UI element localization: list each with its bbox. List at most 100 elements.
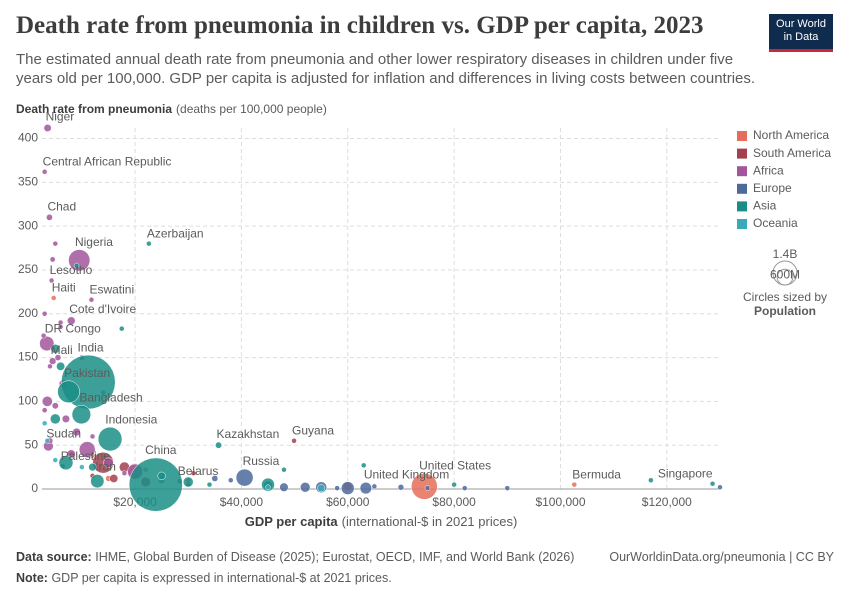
source: Data source: IHME, Global Burden of Dise… bbox=[16, 547, 834, 568]
point-label: Indonesia bbox=[105, 412, 157, 426]
legend-item[interactable]: Oceania bbox=[737, 216, 798, 230]
point bbox=[334, 485, 340, 491]
point bbox=[340, 481, 355, 495]
logo-line: in Data bbox=[783, 31, 819, 43]
point bbox=[79, 464, 85, 470]
legend-swatch bbox=[737, 166, 747, 177]
y-tick-label: 100 bbox=[18, 394, 38, 408]
legend-item[interactable]: South America bbox=[737, 146, 831, 160]
legend-swatch bbox=[737, 219, 747, 229]
legend: North America South America Africa Europe As… bbox=[737, 128, 831, 318]
point-label: China bbox=[145, 443, 177, 457]
point bbox=[648, 477, 654, 483]
point bbox=[504, 485, 511, 491]
point-label: India bbox=[77, 340, 103, 354]
point bbox=[57, 380, 80, 404]
legend-label: Asia bbox=[753, 199, 777, 213]
point bbox=[46, 214, 53, 221]
point bbox=[51, 402, 59, 410]
point-labels: Haiti United States Bermuda Guyana Niger Cent… bbox=[43, 109, 713, 481]
y-tick-label: 250 bbox=[18, 262, 38, 276]
point bbox=[571, 481, 578, 488]
point bbox=[90, 474, 105, 489]
point bbox=[182, 476, 194, 488]
point bbox=[215, 441, 222, 449]
point bbox=[360, 462, 367, 469]
source-text: IHME, Global Burden of Disease (2025); E… bbox=[95, 550, 575, 564]
point bbox=[411, 473, 438, 500]
point bbox=[291, 438, 297, 444]
point bbox=[50, 413, 61, 425]
point-label: Eswatini bbox=[89, 282, 134, 296]
legend-item[interactable]: Europe bbox=[737, 181, 792, 195]
point bbox=[44, 438, 51, 444]
point bbox=[47, 363, 53, 370]
point-label: DR Congo bbox=[45, 321, 101, 335]
point bbox=[58, 455, 74, 471]
point bbox=[228, 477, 234, 483]
point-label: Nigeria bbox=[75, 235, 113, 249]
x-tick-label: $80,000 bbox=[432, 495, 476, 509]
y-tick-label: 200 bbox=[18, 306, 38, 320]
x-axis-title: GDP per capita bbox=[245, 514, 339, 529]
point bbox=[49, 256, 56, 263]
point bbox=[157, 471, 166, 481]
point-label: Mali bbox=[51, 343, 73, 357]
point bbox=[424, 485, 431, 491]
legend-item[interactable]: Africa bbox=[737, 163, 784, 177]
point-label: Singapore bbox=[658, 466, 713, 480]
point bbox=[359, 482, 372, 495]
point bbox=[67, 316, 76, 325]
logo[interactable]: Our World in Data bbox=[769, 14, 833, 52]
size-legend-title: Circles sized by bbox=[743, 290, 827, 304]
point bbox=[235, 468, 254, 487]
legend-label: Oceania bbox=[753, 216, 798, 230]
legend-label: Europe bbox=[753, 181, 792, 195]
y-axis-title: Death rate from pneumonia bbox=[16, 102, 172, 116]
point bbox=[52, 240, 59, 247]
y-tick-label: 150 bbox=[18, 350, 38, 364]
point-label: United States bbox=[419, 459, 491, 473]
point bbox=[206, 481, 213, 488]
point bbox=[317, 484, 326, 493]
x-axis-unit: (international-$ in 2021 prices) bbox=[342, 514, 518, 529]
y-tick-label: 350 bbox=[18, 174, 38, 188]
legend-label: North America bbox=[753, 128, 829, 142]
size-legend-circle bbox=[776, 268, 794, 286]
point-label: Russia bbox=[243, 454, 280, 468]
point-label: Kazakhstan bbox=[217, 427, 280, 441]
url[interactable]: OurWorldinData.org/pneumonia | CC BY bbox=[609, 550, 834, 564]
point bbox=[451, 481, 457, 488]
y-tick-label: 300 bbox=[18, 218, 38, 232]
point bbox=[54, 354, 62, 361]
y-tick-label: 0 bbox=[31, 481, 38, 495]
point bbox=[40, 332, 47, 339]
point bbox=[41, 420, 48, 427]
point bbox=[78, 441, 96, 458]
point bbox=[300, 482, 311, 493]
x-tick-label: $40,000 bbox=[220, 495, 264, 509]
y-axis-unit: (deaths per 100,000 people) bbox=[176, 102, 327, 116]
legend-item[interactable]: Asia bbox=[737, 199, 777, 213]
point bbox=[71, 404, 91, 425]
point bbox=[48, 357, 57, 365]
point bbox=[73, 262, 80, 269]
point bbox=[61, 414, 70, 423]
point bbox=[56, 361, 66, 371]
point-label: Azerbaijan bbox=[147, 226, 204, 240]
point-label: Pakistan bbox=[64, 366, 110, 380]
point bbox=[72, 427, 81, 437]
note-label: Note: bbox=[16, 571, 48, 585]
point bbox=[146, 240, 152, 247]
point bbox=[265, 484, 271, 490]
point bbox=[88, 462, 97, 472]
point-label: Belarus bbox=[178, 464, 219, 478]
legend-swatch bbox=[737, 131, 747, 141]
point bbox=[281, 466, 287, 473]
legend-item[interactable]: North America bbox=[737, 128, 829, 142]
x-tick-label: $120,000 bbox=[642, 495, 692, 509]
point bbox=[103, 457, 114, 468]
point bbox=[717, 484, 723, 490]
